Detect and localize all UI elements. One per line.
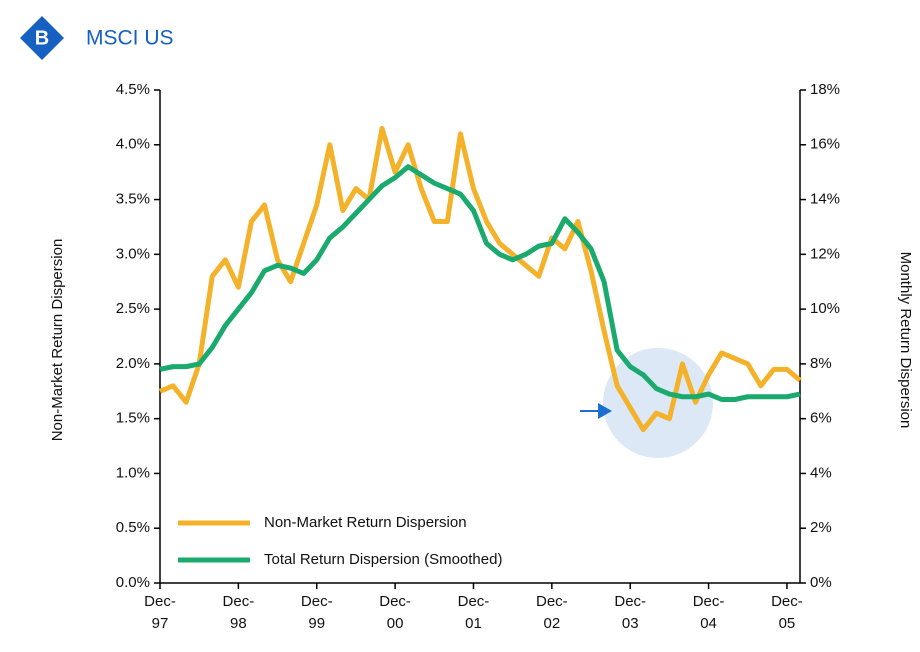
series-line <box>159 125 802 433</box>
y2-tick-label: 14% <box>810 191 840 208</box>
x-tick-label: Dec-01 <box>457 593 490 632</box>
x-tick-label: Dec-04 <box>692 593 725 632</box>
series-line <box>159 164 801 402</box>
y2-tick-label: 4% <box>810 464 832 481</box>
badge-shape <box>20 16 64 60</box>
arrow-head <box>598 403 612 419</box>
y2-tick-label: 8% <box>810 355 832 372</box>
x-tick-label: Dec-00 <box>379 593 411 632</box>
badge: B <box>35 27 49 49</box>
x-tick-label: Dec-02 <box>535 593 568 632</box>
y2-tick-label: 6% <box>810 410 832 427</box>
x-tick-label: Dec-98 <box>222 593 255 632</box>
y-tick-label: 1.0% <box>116 464 150 481</box>
x-tick-label: Dec-97 <box>144 593 176 632</box>
y-tick-label: 0.0% <box>116 574 150 591</box>
y-tick-label: 2.0% <box>116 355 150 372</box>
y-tick-label: 0.5% <box>116 519 150 536</box>
y-tick-label: 4.0% <box>116 136 150 153</box>
y2-tick-label: 2% <box>810 519 832 536</box>
y-axis-label: Non-Market Return Dispersion <box>49 239 66 442</box>
x-tick-label: Dec-05 <box>771 593 803 632</box>
y2-tick-label: 16% <box>810 136 840 153</box>
x-tick-label: Dec-99 <box>300 593 333 632</box>
x-tick-label: Dec-03 <box>614 593 647 632</box>
y2-tick-label: 0% <box>810 574 832 591</box>
y-tick-label: 2.5% <box>116 300 150 317</box>
y2-tick-label: 10% <box>810 300 840 317</box>
chart-title: MSCI US <box>86 27 174 50</box>
legend-label: Non-Market Return Dispersion <box>264 514 467 531</box>
y-tick-label: 4.5% <box>116 81 150 98</box>
y-tick-label: 1.5% <box>116 410 150 427</box>
y2-tick-label: 18% <box>810 81 840 98</box>
y2-axis-label: Monthly Return Dispersion <box>897 252 914 429</box>
y2-tick-label: 12% <box>810 245 840 262</box>
y-tick-label: 3.5% <box>116 191 150 208</box>
legend-label: Total Return Dispersion (Smoothed) <box>264 551 502 568</box>
y-tick-label: 3.0% <box>116 245 150 262</box>
